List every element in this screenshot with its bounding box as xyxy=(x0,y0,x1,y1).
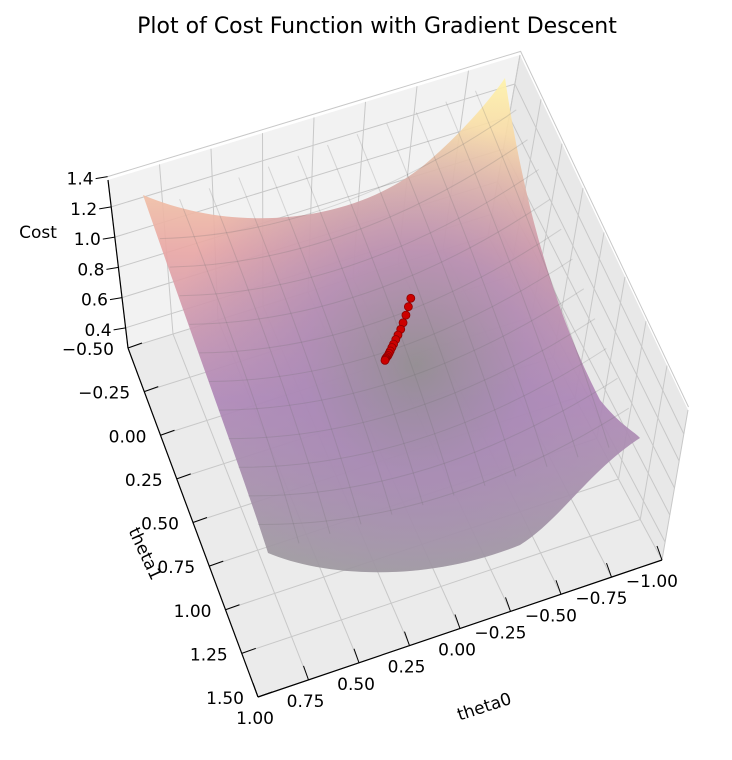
x-tick-mark xyxy=(606,562,612,578)
y-tick-label: 0.75 xyxy=(157,558,195,578)
z-tick-mark xyxy=(102,236,115,240)
descent-point xyxy=(401,310,411,320)
x-tick-label: 0.50 xyxy=(337,675,375,695)
x-tick-mark xyxy=(454,614,461,629)
z-tick-label: 0.4 xyxy=(85,321,112,341)
x-tick-mark xyxy=(404,631,410,646)
descent-point xyxy=(406,293,416,303)
surface-mesh-line xyxy=(179,169,540,297)
y-tick-mark xyxy=(257,691,273,698)
z-tick-label: 1.0 xyxy=(74,230,101,250)
surface-mesh-line xyxy=(218,288,585,411)
z-tick-mark xyxy=(95,176,108,180)
z-tick-label: 1.4 xyxy=(67,170,94,190)
wall-grid-z xyxy=(107,50,689,408)
y-tick-label: −0.50 xyxy=(62,340,114,360)
y-tick-label: 1.00 xyxy=(174,602,212,622)
surface-mesh-line xyxy=(248,377,618,497)
x-tick-label: 0.75 xyxy=(287,692,325,712)
surface-mesh-line xyxy=(238,348,607,468)
y-tick-mark xyxy=(160,429,175,436)
surface-mesh-line xyxy=(238,177,362,525)
surface-mesh-line xyxy=(445,101,579,458)
surface-mesh-line xyxy=(386,123,517,477)
z-tick-label: 0.8 xyxy=(77,260,104,280)
y-tick-label: 0.50 xyxy=(141,515,179,535)
surface-mesh-line xyxy=(474,90,610,448)
wall-grid-right xyxy=(639,365,668,520)
x-axis-label: theta0 xyxy=(455,689,514,725)
z-tick-label: 1.2 xyxy=(70,200,97,220)
surface-mesh-line xyxy=(179,198,300,544)
z-tick-mark xyxy=(99,206,112,210)
surface-mesh-line xyxy=(169,139,528,268)
surface-mesh-line xyxy=(199,228,562,354)
x-tick-label: 0.00 xyxy=(438,641,476,661)
x-tick-mark xyxy=(303,665,309,681)
y-tick-mark xyxy=(176,473,191,480)
y-tick-label: 1.50 xyxy=(206,689,244,709)
wall-grid-z xyxy=(111,83,685,435)
surface-mesh-line xyxy=(189,198,551,325)
x-tick-label: −0.75 xyxy=(575,589,627,609)
cost-surface-bowl xyxy=(143,78,640,573)
descent-point xyxy=(403,302,413,312)
y-tick-mark xyxy=(241,647,256,654)
surface-mesh-line xyxy=(258,407,630,525)
x-tick-mark xyxy=(505,597,511,612)
surface-mesh-line xyxy=(228,318,596,440)
y-tick-mark xyxy=(209,560,224,567)
axis-ticks: 0.40.60.81.01.21.4−0.50−0.250.000.250.50… xyxy=(62,170,678,729)
x-tick-label: 1.00 xyxy=(236,709,274,729)
x-tick-label: −0.25 xyxy=(474,623,526,643)
z-tick-label: 0.6 xyxy=(81,291,108,311)
wall-grid-right xyxy=(618,321,647,480)
z-tick-mark xyxy=(106,266,119,270)
y-tick-label: −0.25 xyxy=(78,384,130,404)
surface-mesh-line xyxy=(159,109,517,240)
y-tick-mark xyxy=(225,604,240,611)
z-axis-label: Cost xyxy=(19,223,57,243)
surface-mesh-line xyxy=(267,166,393,515)
surface-mesh xyxy=(159,90,630,544)
z-axis-line xyxy=(107,179,129,349)
z-tick-mark xyxy=(109,297,123,301)
surface-mesh-line xyxy=(356,133,486,487)
x-tick-mark xyxy=(252,682,259,698)
y-tick-mark xyxy=(127,342,143,349)
descent-point xyxy=(380,355,390,365)
x-tick-label: −1.00 xyxy=(626,572,678,592)
y-tick-mark xyxy=(192,517,208,523)
y-tick-label: 0.25 xyxy=(125,471,163,491)
gradient-descent-path xyxy=(380,293,416,365)
surface-mesh-line xyxy=(208,188,331,534)
z-tick-mark xyxy=(113,327,126,331)
x-tick-mark xyxy=(353,648,360,663)
back-pane-right xyxy=(488,55,688,560)
wall-grid-right xyxy=(661,409,689,561)
x-tick-mark xyxy=(555,580,562,595)
y-tick-label: 0.00 xyxy=(109,427,147,447)
surface-mesh-line xyxy=(297,155,424,506)
x-tick-label: −0.50 xyxy=(525,606,577,626)
x-tick-mark xyxy=(656,545,663,561)
y-tick-mark xyxy=(144,386,159,393)
chart-title: Plot of Cost Function with Gradient Desc… xyxy=(137,14,617,39)
x-tick-label: 0.25 xyxy=(388,658,426,678)
surface-mesh-line xyxy=(415,112,548,467)
y-tick-label: 1.25 xyxy=(190,645,228,665)
